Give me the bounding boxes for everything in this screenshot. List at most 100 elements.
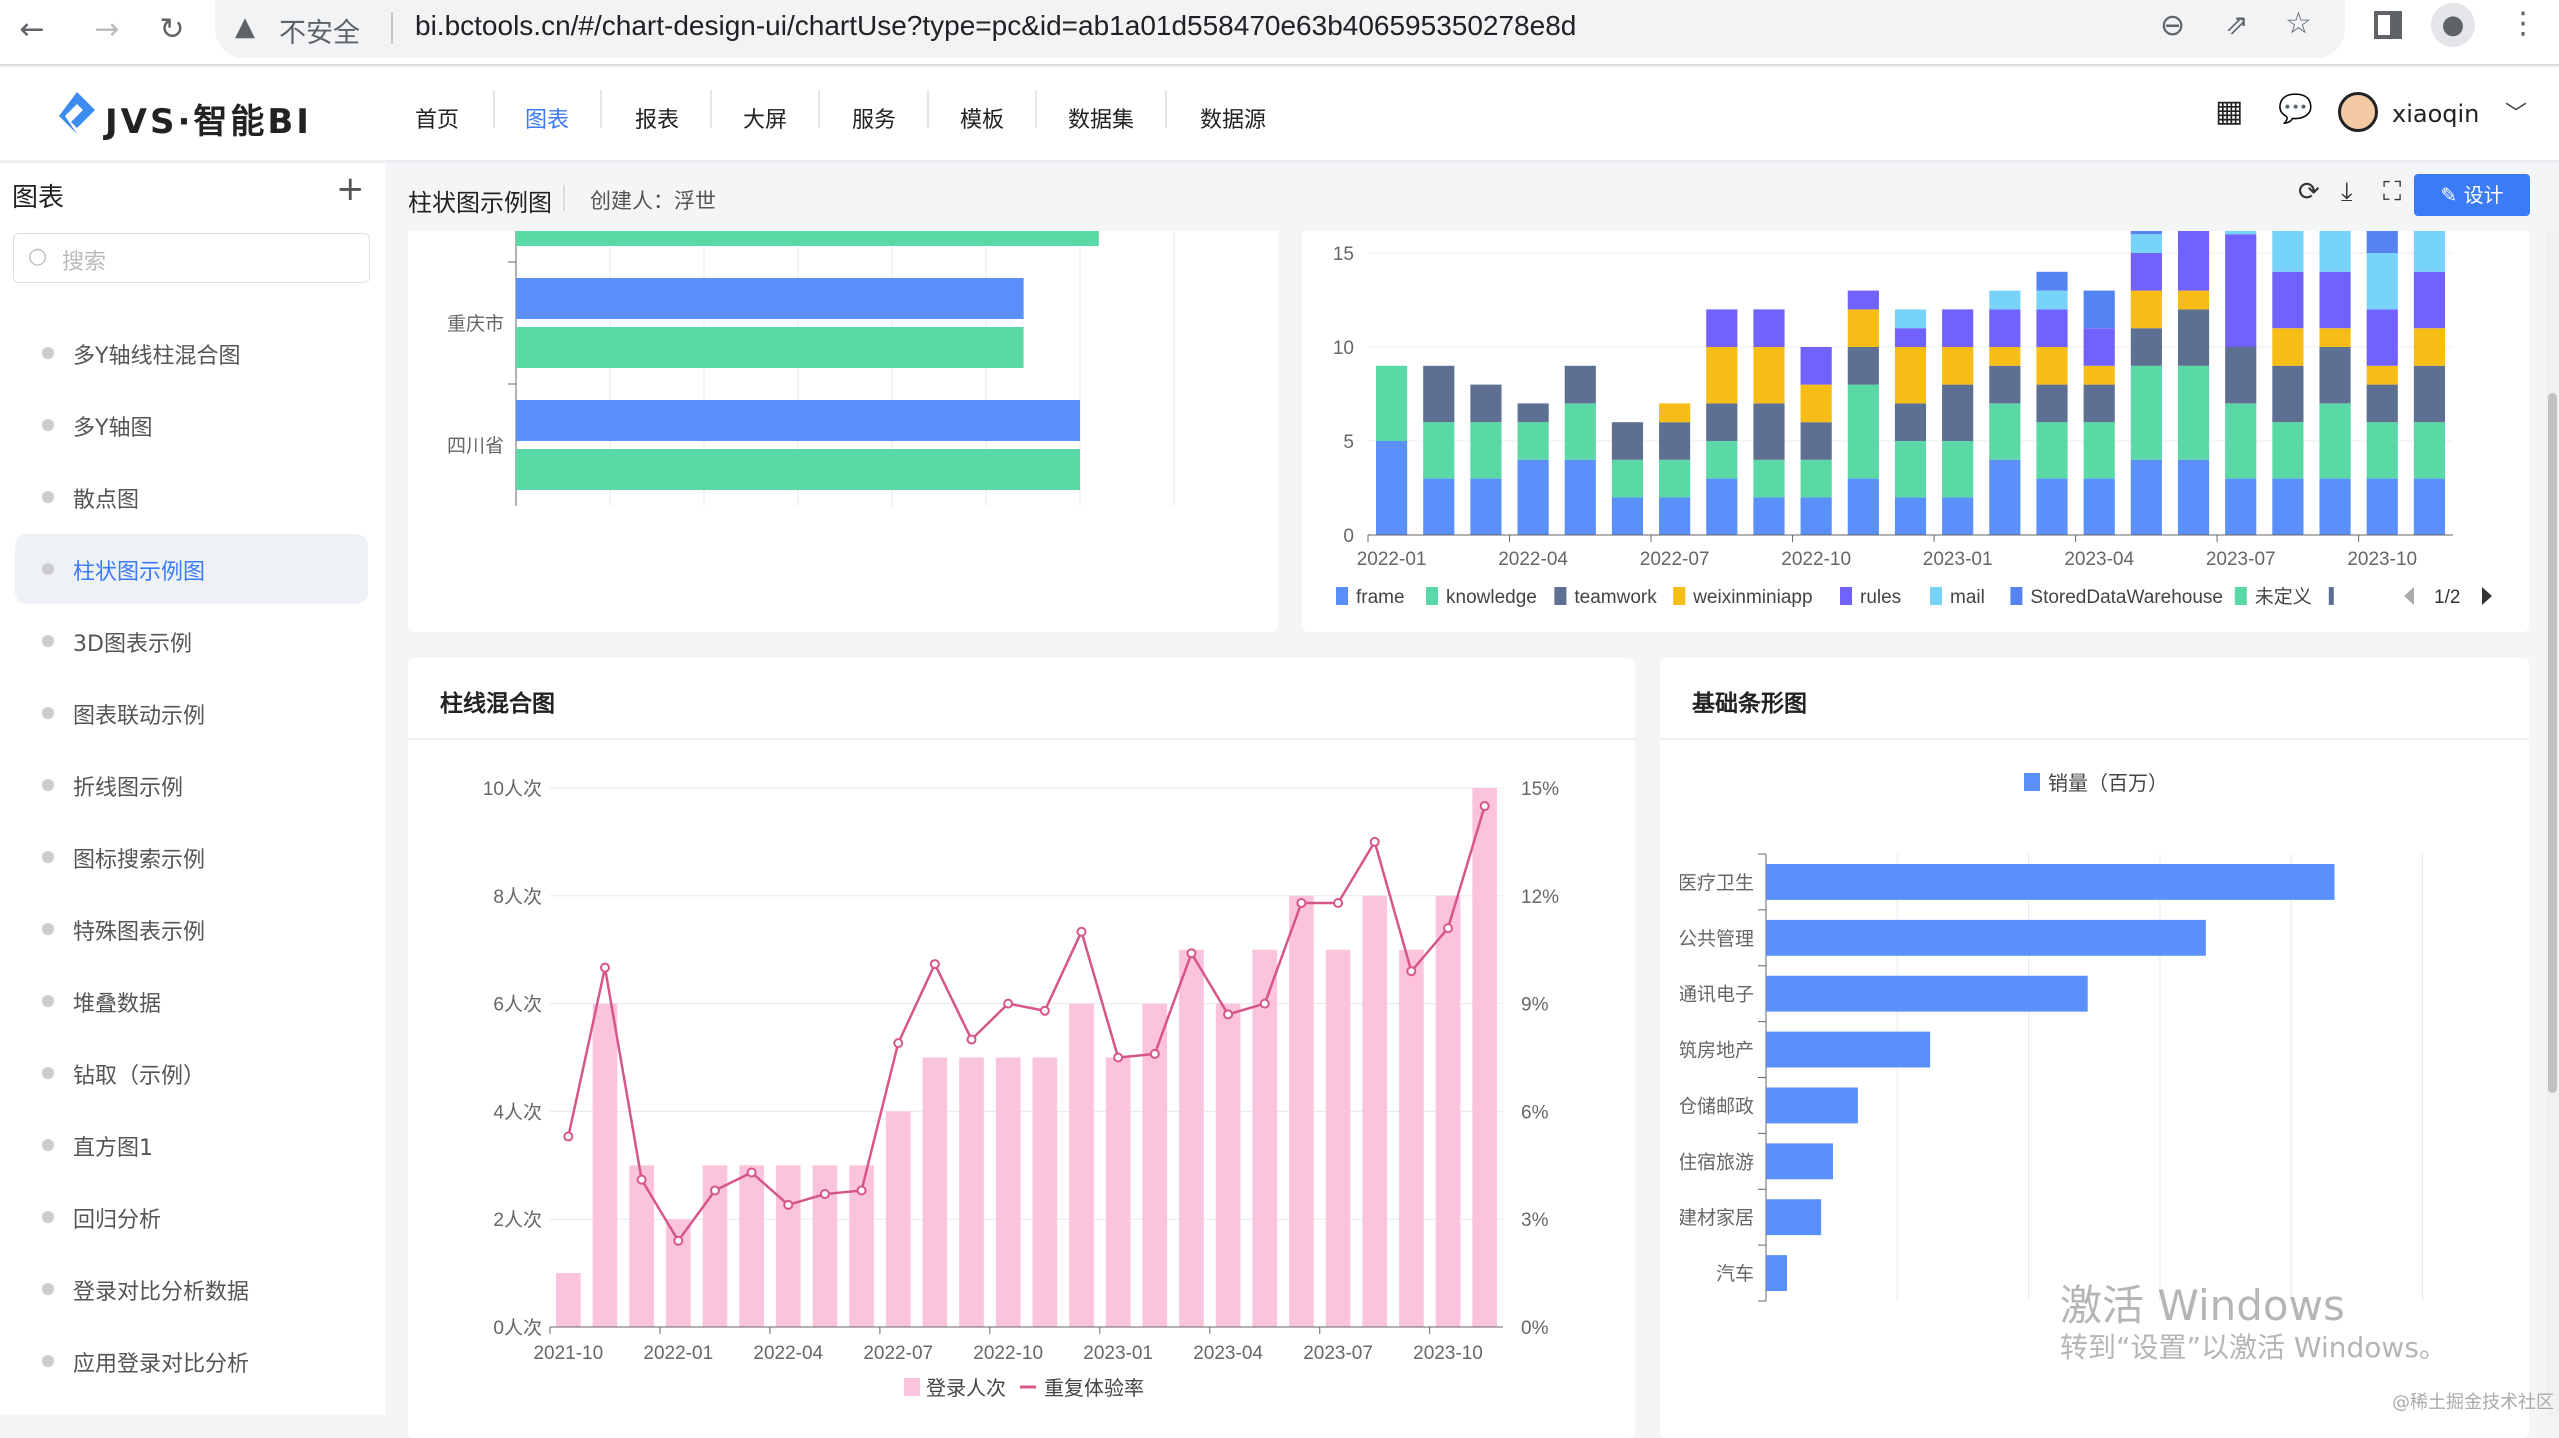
bullet-icon xyxy=(42,707,54,719)
refresh-icon[interactable]: ⟳ xyxy=(2298,177,2320,207)
chart-header: 柱状图示例图 创建人：浮世 ⟳ ⤓ ⛶ ✎ 设计 xyxy=(385,163,2559,231)
sidebar-item-label: 应用登录对比分析 xyxy=(73,1352,250,1377)
sidebar-item[interactable]: 登录对比分析数据 xyxy=(15,1254,368,1324)
message-icon[interactable]: 💬 xyxy=(2278,92,2313,125)
sidebar-item-label: 直方图1 xyxy=(73,1136,153,1161)
nav-screen[interactable]: 大屏 xyxy=(743,108,788,133)
avatar[interactable] xyxy=(2338,92,2378,132)
search-icon: ○ xyxy=(28,244,48,269)
design-button[interactable]: ✎ 设计 xyxy=(2414,174,2530,216)
creator-label: 创建人：浮世 xyxy=(590,189,716,213)
chevron-down-icon[interactable]: ﹀ xyxy=(2505,102,2528,127)
bullet-icon xyxy=(42,347,54,359)
divider xyxy=(493,90,495,128)
sidebar-item-label: 回归分析 xyxy=(73,1208,162,1233)
sidebar-item[interactable]: 直方图1 xyxy=(15,1110,368,1180)
zoom-out-icon[interactable]: ⊖ xyxy=(2160,8,2186,43)
page-title: 柱状图示例图 xyxy=(408,189,552,217)
divider xyxy=(818,90,820,128)
address-bar[interactable]: ▲ 不安全 bi.bctools.cn/#/chart-design-ui/ch… xyxy=(215,0,2345,58)
sidebar-item[interactable]: 柱状图示例图 xyxy=(15,534,368,604)
sidebar-item[interactable]: 堆叠数据 xyxy=(15,966,368,1036)
bullet-icon xyxy=(42,1355,54,1367)
sidebar-item[interactable]: 特殊图表示例 xyxy=(15,894,368,964)
panel-title: 基础条形图 xyxy=(1692,691,1807,717)
stacked-chart-panel xyxy=(1302,200,2529,632)
divider xyxy=(408,738,1635,740)
watermark-title: 激活 Windows xyxy=(2060,1281,2345,1330)
sidebar-item[interactable]: 钻取（示例） xyxy=(15,1038,368,1108)
sidebar-item-label: 多Y轴线柱混合图 xyxy=(73,344,241,369)
scrollbar-thumb[interactable] xyxy=(2548,393,2557,1093)
forward-icon[interactable]: → xyxy=(94,12,120,47)
add-icon[interactable]: + xyxy=(336,169,365,209)
sidebar-item[interactable]: 多Y轴图 xyxy=(15,390,368,460)
bullet-icon xyxy=(42,1139,54,1151)
divider xyxy=(563,185,565,211)
nav-datasets[interactable]: 数据集 xyxy=(1068,108,1135,133)
profile-icon[interactable]: ● xyxy=(2431,3,2475,47)
basic-bar-chart-panel: 基础条形图 xyxy=(1660,658,2529,1438)
nav-reports[interactable]: 报表 xyxy=(635,108,680,133)
sidebar-item-label: 散点图 xyxy=(73,488,140,513)
source-watermark: @稀土掘金技术社区 xyxy=(2392,1392,2554,1413)
sidebar-item[interactable]: 应用登录对比分析 xyxy=(15,1326,368,1396)
bullet-icon xyxy=(42,1283,54,1295)
sidebar-item[interactable]: 3D图表示例 xyxy=(15,606,368,676)
sidebar-item-label: 图表联动示例 xyxy=(73,704,206,729)
logo-icon xyxy=(59,92,95,134)
search-input[interactable]: ○ 搜索 xyxy=(13,233,370,283)
back-icon[interactable]: ← xyxy=(19,12,45,47)
search-placeholder: 搜索 xyxy=(62,250,107,275)
nav-services[interactable]: 服务 xyxy=(852,108,897,133)
star-icon[interactable]: ☆ xyxy=(2285,6,2312,41)
username[interactable]: xiaoqin xyxy=(2392,100,2480,128)
apps-grid-icon[interactable]: ▦ xyxy=(2215,94,2244,129)
fullscreen-icon[interactable]: ⛶ xyxy=(2383,177,2402,207)
bullet-icon xyxy=(42,851,54,863)
url-text[interactable]: bi.bctools.cn/#/chart-design-ui/chartUse… xyxy=(415,10,1577,41)
menu-icon[interactable]: ⋮ xyxy=(2508,6,2538,41)
sidebar-item-label: 柱状图示例图 xyxy=(73,560,206,585)
sidebar-item-label: 图标搜索示例 xyxy=(73,848,206,873)
bullet-icon xyxy=(42,563,54,575)
nav-home[interactable]: 首页 xyxy=(415,108,460,133)
panel-title: 柱线混合图 xyxy=(440,691,555,717)
divider xyxy=(600,90,602,128)
warning-icon: ▲ xyxy=(235,12,255,42)
app-header: JVS·智能BI 首页 图表 报表 大屏 服务 模板 数据集 数据源 ▦ 💬 x… xyxy=(0,68,2559,163)
mixed-chart-panel: 柱线混合图 xyxy=(408,658,1635,1438)
nav-templates[interactable]: 模板 xyxy=(960,108,1005,133)
watermark-subtitle: 转到“设置”以激活 Windows。 xyxy=(2060,1331,2447,1364)
sidebar-item-label: 折线图示例 xyxy=(73,776,184,801)
sidebar-item[interactable]: 多Y轴线柱混合图 xyxy=(15,318,368,388)
divider xyxy=(1035,90,1037,128)
divider xyxy=(1165,90,1167,128)
page-scrollbar[interactable] xyxy=(2546,163,2559,1415)
bullet-icon xyxy=(42,635,54,647)
sidebar-item[interactable]: 图表联动示例 xyxy=(15,678,368,748)
side-panel-icon[interactable] xyxy=(2374,11,2402,39)
sidebar-item-label: 登录对比分析数据 xyxy=(73,1280,250,1305)
nav-datasources[interactable]: 数据源 xyxy=(1200,108,1267,133)
sidebar-item[interactable]: 回归分析 xyxy=(15,1182,368,1252)
nav-charts[interactable]: 图表 xyxy=(525,108,570,133)
sidebar-item-label: 3D图表示例 xyxy=(73,632,192,657)
logo-text: JVS·智能BI xyxy=(105,102,312,142)
share-icon[interactable]: ⇗ xyxy=(2225,8,2249,41)
reload-icon[interactable]: ↻ xyxy=(159,12,185,47)
sidebar-item[interactable]: 散点图 xyxy=(15,462,368,532)
browser-toolbar: ← → ↻ ▲ 不安全 bi.bctools.cn/#/chart-design… xyxy=(0,0,2559,66)
download-icon[interactable]: ⤓ xyxy=(2341,177,2353,207)
sidebar-item-label: 钻取（示例） xyxy=(73,1064,206,1089)
divider xyxy=(391,12,393,44)
sidebar-item[interactable]: 图标搜索示例 xyxy=(15,822,368,892)
hbar-chart-panel xyxy=(408,200,1278,632)
bullet-icon xyxy=(42,995,54,1007)
sidebar-item[interactable]: 折线图示例 xyxy=(15,750,368,820)
edit-icon: ✎ xyxy=(2440,183,2464,207)
security-label: 不安全 xyxy=(279,18,360,49)
sidebar: 图表 + ○ 搜索 表格示例多Y轴线柱混合图多Y轴图散点图柱状图示例图3D图表示… xyxy=(0,163,385,1415)
divider xyxy=(927,90,929,128)
bullet-icon xyxy=(42,1067,54,1079)
